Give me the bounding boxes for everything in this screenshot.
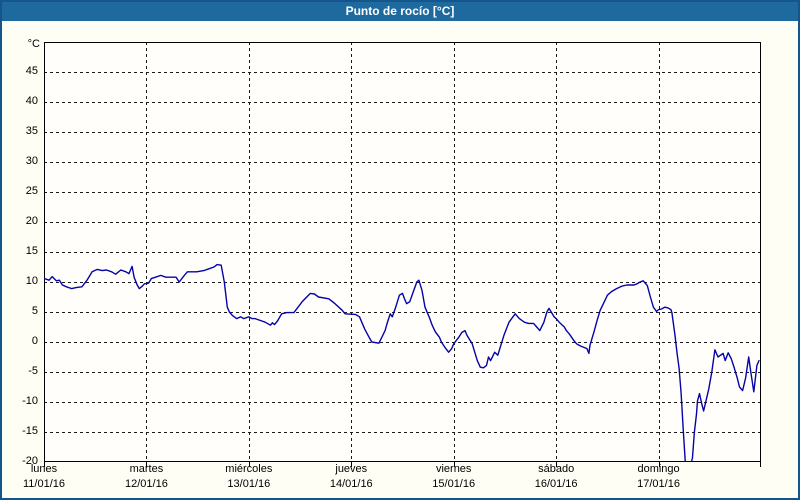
y-tick-label-10: 10 (25, 275, 38, 287)
data-line-punto-de-rocío (44, 263, 760, 462)
x-date-label-11/01/16: 11/01/16 (22, 478, 65, 490)
y-tick-label-20: 20 (25, 215, 38, 227)
y-tick-label--15: -15 (22, 425, 38, 437)
x-axis-ticks (44, 462, 761, 467)
x-date-label-17/01/16: 17/01/16 (637, 478, 680, 490)
x-day-label-domingo: domingo (637, 463, 680, 475)
x-day-label-viernes: viernes (435, 463, 472, 475)
x-day-label-jueves: jueves (335, 463, 368, 475)
x-day-label-sábado: sábado (538, 463, 575, 475)
y-tick-label--10: -10 (22, 395, 38, 407)
y-tick-label-30: 30 (25, 155, 38, 167)
y-axis-unit-label: °C (27, 38, 40, 50)
y-tick-label--5: -5 (28, 365, 38, 377)
y-tick-label-25: 25 (25, 185, 38, 197)
y-tick-label--20: -20 (22, 455, 38, 467)
y-tick-label-5: 5 (31, 305, 38, 317)
y-tick-label-35: 35 (25, 125, 38, 137)
plot-area (44, 42, 761, 467)
x-day-label-miércoles: miércoles (225, 463, 273, 475)
y-tick-label-0: 0 (31, 335, 38, 347)
x-date-label-15/01/16: 15/01/16 (432, 478, 476, 490)
v-gridlines (146, 42, 660, 462)
x-day-label-lunes: lunes (30, 463, 58, 475)
plot-background (44, 42, 761, 462)
x-date-label-14/01/16: 14/01/16 (329, 478, 373, 490)
x-date-label-16/01/16: 16/01/16 (534, 478, 578, 490)
y-tick-label-40: 40 (25, 95, 38, 107)
chart-title: Punto de rocío [°C] (345, 4, 455, 18)
y-tick-label-15: 15 (25, 245, 38, 257)
y-tick-label-45: 45 (25, 65, 38, 77)
titlebar: Punto de rocío [°C] (2, 2, 798, 21)
x-date-label-12/01/16: 12/01/16 (125, 478, 168, 490)
x-day-label-martes: martes (129, 463, 164, 475)
x-date-label-13/01/16: 13/01/16 (227, 478, 271, 490)
axis-frame (44, 42, 761, 462)
